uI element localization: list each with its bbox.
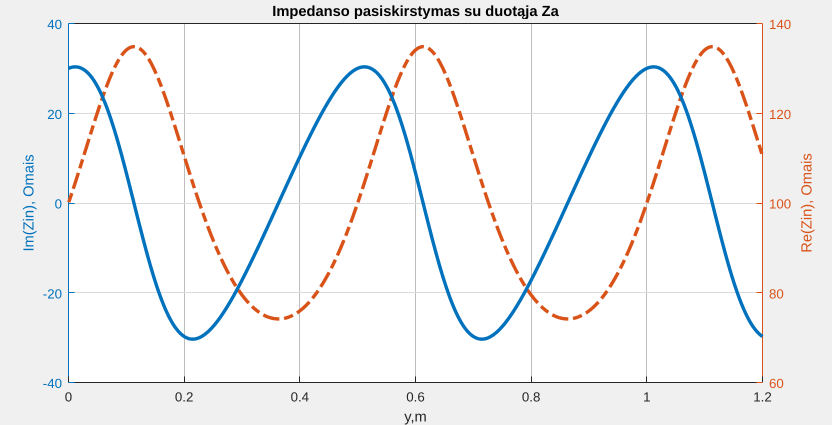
svg-text:Impedanso pasiskirstymas su du: Impedanso pasiskirstymas su duotąja Za bbox=[272, 4, 559, 20]
svg-text:Re(Zin), Omais: Re(Zin), Omais bbox=[800, 153, 816, 253]
svg-text:0.2: 0.2 bbox=[175, 390, 194, 405]
svg-text:0.6: 0.6 bbox=[406, 390, 425, 405]
svg-text:y,m: y,m bbox=[404, 410, 427, 425]
svg-text:60: 60 bbox=[769, 376, 784, 391]
svg-text:-40: -40 bbox=[43, 376, 62, 391]
svg-text:0.4: 0.4 bbox=[291, 390, 310, 405]
svg-text:40: 40 bbox=[47, 17, 62, 32]
svg-text:0: 0 bbox=[65, 390, 72, 405]
svg-text:Im(Zin), Omais: Im(Zin), Omais bbox=[22, 154, 38, 251]
svg-text:140: 140 bbox=[769, 17, 791, 32]
svg-text:80: 80 bbox=[769, 286, 784, 301]
svg-text:100: 100 bbox=[769, 197, 791, 212]
svg-text:20: 20 bbox=[47, 107, 62, 122]
svg-text:120: 120 bbox=[769, 107, 791, 122]
svg-text:-20: -20 bbox=[43, 286, 62, 301]
svg-text:0.8: 0.8 bbox=[522, 390, 541, 405]
svg-text:1: 1 bbox=[643, 390, 650, 405]
svg-text:1.2: 1.2 bbox=[753, 390, 772, 405]
svg-text:0: 0 bbox=[55, 197, 62, 212]
